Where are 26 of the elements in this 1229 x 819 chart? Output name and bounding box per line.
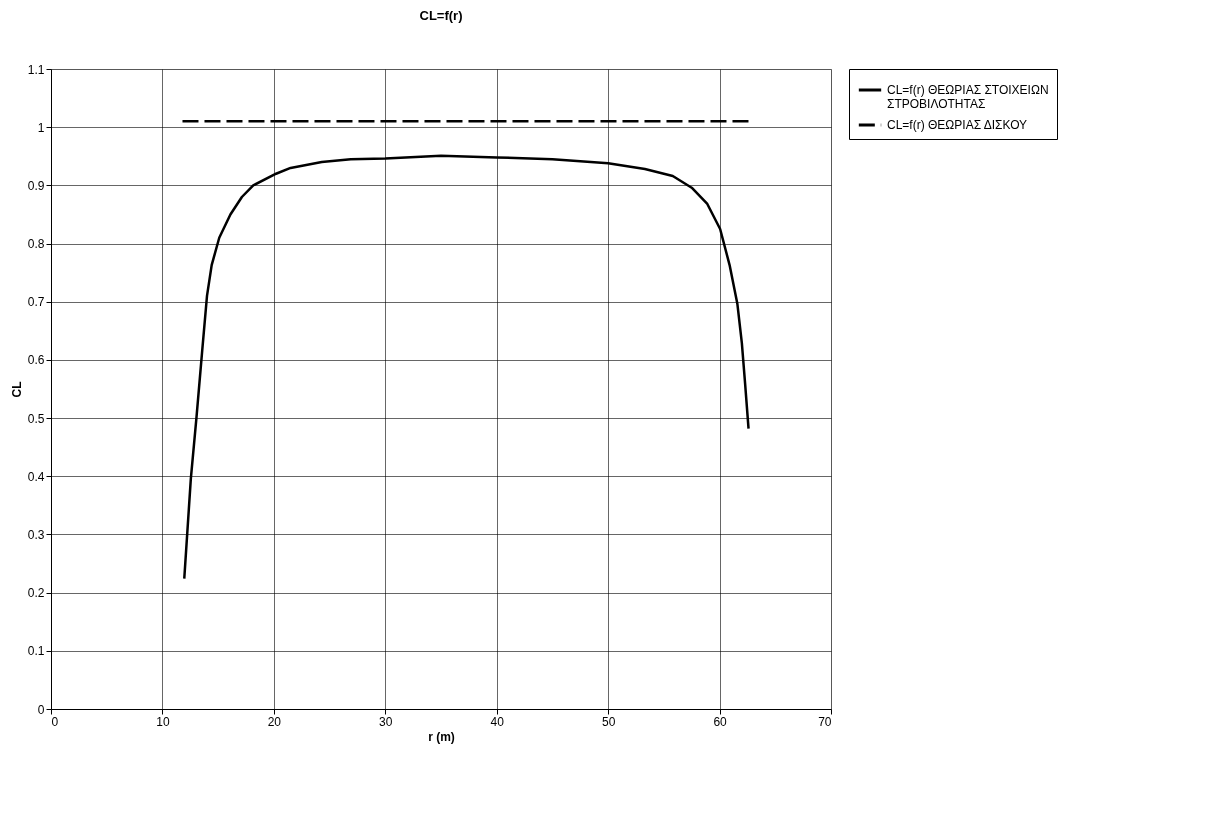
y-tick-label: 0.5 xyxy=(27,411,45,426)
x-tick-label: 70 xyxy=(818,714,832,729)
y-tick-label: 0.2 xyxy=(27,586,45,601)
y-tick-label: 1 xyxy=(37,120,45,135)
chart-title: CL=f(r) xyxy=(419,8,463,23)
x-tick-label: 60 xyxy=(713,714,728,729)
x-tick-label: 20 xyxy=(267,714,282,729)
y-tick-label: 0.1 xyxy=(27,644,45,659)
legend-label: CL=f(r) ΘΕΩΡΙΑΣ ΣΤΟΙΧΕΙΩΝ ΣΤΡΟΒΙΛΟΤΗΤΑΣ xyxy=(887,83,1049,111)
y-tick-label: 0.6 xyxy=(27,353,45,368)
y-tick-label: 0.3 xyxy=(27,527,45,542)
x-tick-label: 0 xyxy=(51,714,59,729)
y-tick-label: 0 xyxy=(37,702,45,717)
y-tick-label: 0.8 xyxy=(27,237,45,252)
x-axis-title: r (m) xyxy=(428,729,455,744)
legend-label: CL=f(r) ΘΕΩΡΙΑΣ ΔΙΣΚΟΥ xyxy=(887,118,1028,132)
x-tick-label: 40 xyxy=(490,714,505,729)
y-tick-label: 0.7 xyxy=(27,295,45,310)
y-tick-label: 0.9 xyxy=(27,178,45,193)
y-tick-label: 1.1 xyxy=(27,62,45,77)
y-tick-label: 0.4 xyxy=(27,469,45,484)
y-axis-title: CL xyxy=(9,381,24,398)
x-tick-label: 50 xyxy=(601,714,616,729)
x-tick-label: 10 xyxy=(156,714,170,729)
line-series xyxy=(183,154,750,580)
x-tick-label: 30 xyxy=(379,714,393,729)
